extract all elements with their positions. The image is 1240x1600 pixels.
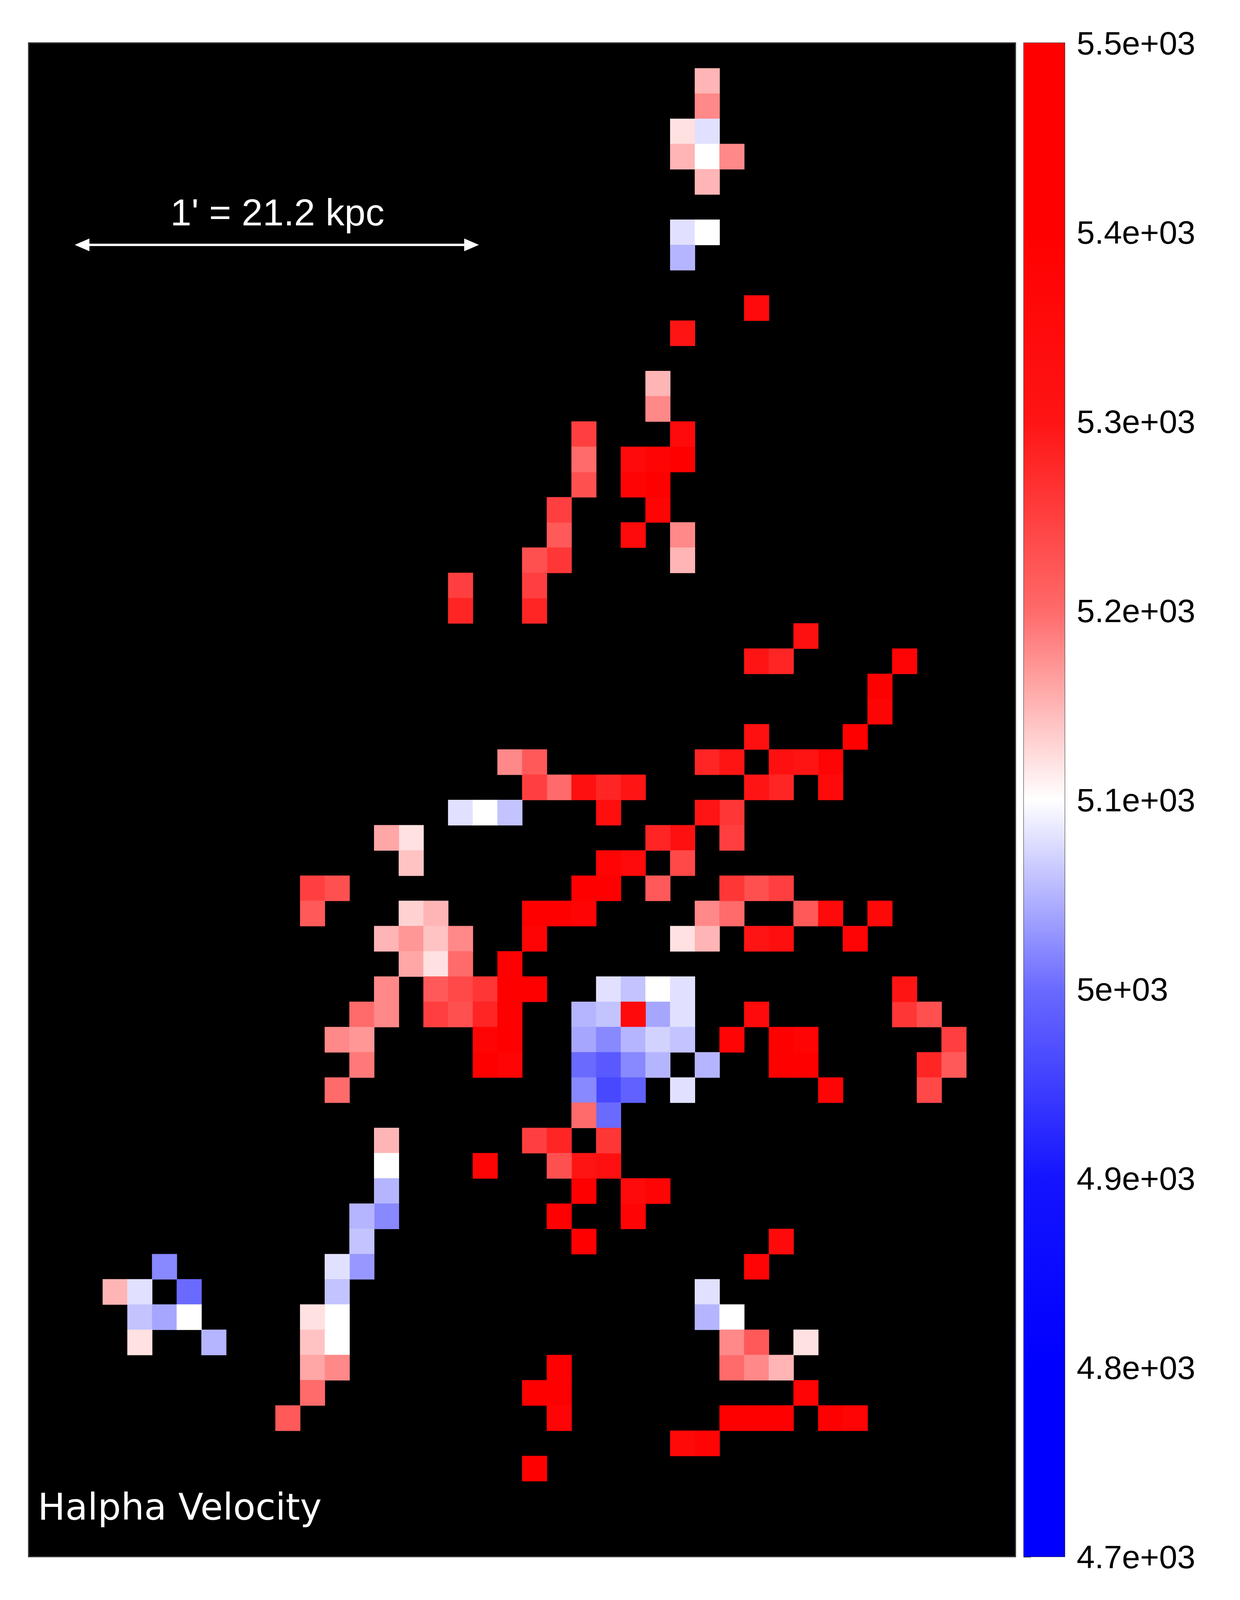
- svg-text:5.2e+03: 5.2e+03: [1076, 592, 1196, 629]
- svg-text:5.1e+03: 5.1e+03: [1076, 781, 1196, 818]
- svg-text:4.8e+03: 4.8e+03: [1076, 1349, 1196, 1386]
- svg-text:1' = 21.2 kpc: 1' = 21.2 kpc: [170, 191, 385, 234]
- svg-text:4.7e+03: 4.7e+03: [1076, 1538, 1196, 1575]
- svg-text:5e+03: 5e+03: [1076, 970, 1169, 1008]
- svg-text:5.4e+03: 5.4e+03: [1076, 214, 1196, 251]
- svg-text:Halpha Velocity: Halpha Velocity: [37, 1485, 322, 1529]
- svg-text:4.9e+03: 4.9e+03: [1076, 1160, 1196, 1197]
- svg-text:5.3e+03: 5.3e+03: [1076, 403, 1196, 440]
- svg-text:5.5e+03: 5.5e+03: [1076, 25, 1196, 62]
